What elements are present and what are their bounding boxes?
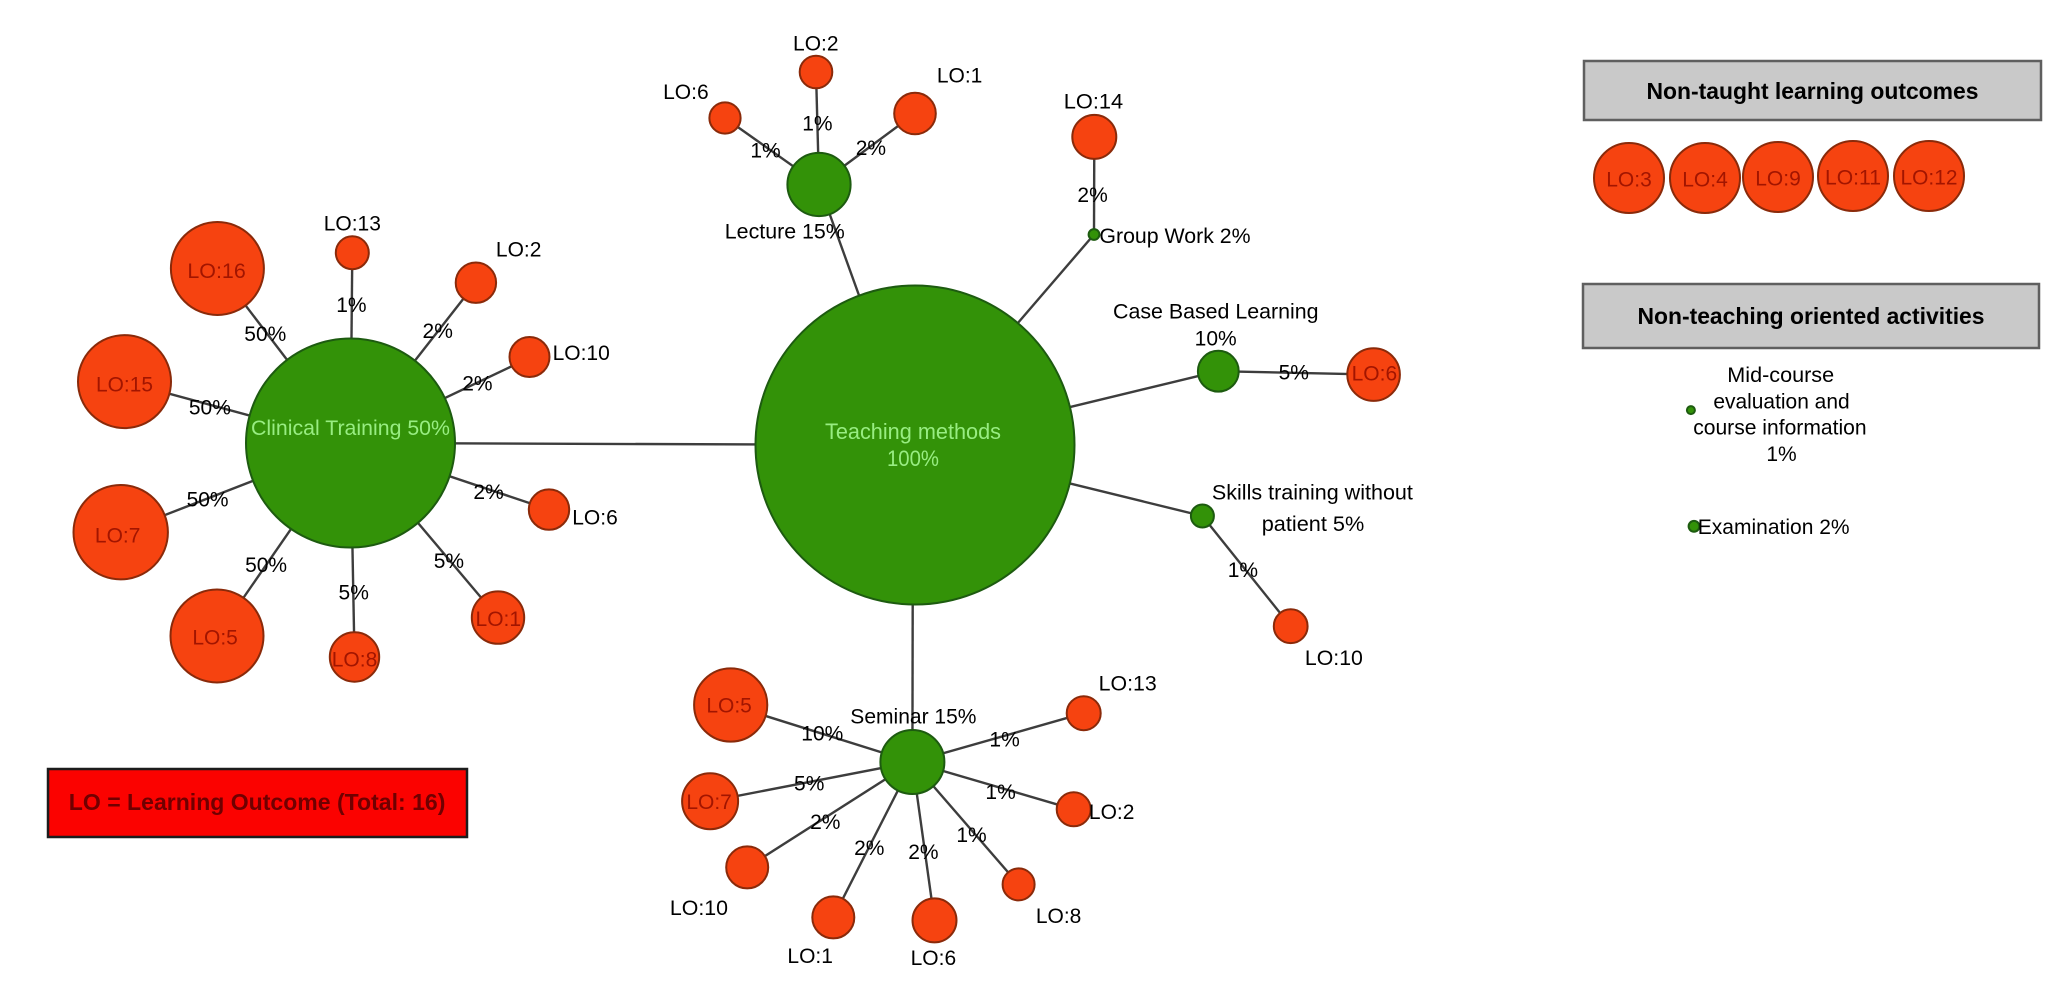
svg-text:LO:12: LO:12 (1901, 167, 1958, 190)
svg-text:LO:14: LO:14 (1064, 91, 1124, 114)
svg-text:50%: 50% (189, 397, 231, 420)
svg-text:LO:5: LO:5 (192, 627, 238, 650)
svg-text:50%: 50% (245, 554, 287, 577)
svg-text:1%: 1% (750, 139, 780, 162)
svg-text:2%: 2% (423, 320, 453, 343)
svg-text:LO:16: LO:16 (187, 260, 245, 283)
svg-text:Examination 2%: Examination 2% (1698, 516, 1850, 539)
svg-text:1%: 1% (802, 113, 832, 136)
svg-text:LO:8: LO:8 (1036, 905, 1082, 928)
svg-text:Teaching methods: Teaching methods (825, 419, 1001, 444)
svg-text:5%: 5% (794, 773, 824, 796)
svg-text:50%: 50% (187, 489, 229, 512)
svg-text:LO:1: LO:1 (937, 64, 983, 87)
svg-text:50%: 50% (244, 323, 286, 346)
svg-text:5%: 5% (434, 550, 464, 573)
svg-text:2%: 2% (908, 841, 938, 864)
svg-text:LO:10: LO:10 (553, 342, 610, 365)
svg-text:LO:7: LO:7 (95, 525, 141, 548)
svg-text:LO:7: LO:7 (686, 791, 732, 814)
svg-text:2%: 2% (810, 811, 840, 834)
svg-text:1%: 1% (985, 781, 1015, 804)
svg-text:5%: 5% (1279, 362, 1309, 385)
svg-text:10%: 10% (801, 723, 843, 746)
svg-text:Mid-course: Mid-course (1727, 364, 1834, 387)
svg-text:course information: course information (1693, 417, 1866, 440)
svg-text:1%: 1% (1766, 443, 1796, 466)
svg-text:LO:2: LO:2 (793, 32, 839, 55)
svg-text:LO:4: LO:4 (1682, 169, 1728, 192)
svg-text:evaluation and: evaluation and (1713, 390, 1849, 413)
svg-text:1%: 1% (989, 729, 1019, 752)
svg-text:LO:13: LO:13 (1099, 673, 1157, 696)
svg-text:LO:1: LO:1 (787, 945, 833, 968)
svg-text:2%: 2% (856, 137, 886, 160)
svg-text:10%: 10% (1195, 328, 1237, 351)
svg-text:LO:1: LO:1 (476, 608, 522, 631)
svg-text:100%: 100% (887, 446, 939, 471)
svg-text:LO:6: LO:6 (1352, 362, 1398, 385)
svg-text:LO:10: LO:10 (1305, 647, 1363, 670)
svg-text:Case Based Learning: Case Based Learning (1113, 300, 1319, 323)
svg-text:1%: 1% (336, 294, 366, 317)
svg-text:LO:9: LO:9 (1755, 168, 1801, 191)
svg-text:LO:10: LO:10 (670, 897, 728, 920)
svg-text:1%: 1% (956, 824, 986, 847)
svg-text:LO:13: LO:13 (324, 212, 381, 235)
svg-text:LO:5: LO:5 (706, 695, 752, 718)
svg-text:LO:6: LO:6 (911, 947, 957, 970)
svg-text:Group Work 2%: Group Work 2% (1099, 225, 1250, 248)
svg-text:patient 5%: patient 5% (1262, 513, 1365, 536)
svg-text:5%: 5% (339, 582, 369, 605)
svg-text:Seminar 15%: Seminar 15% (850, 706, 976, 729)
svg-text:Non-taught learning outcomes: Non-taught learning outcomes (1647, 78, 1979, 104)
svg-text:LO:15: LO:15 (96, 373, 153, 396)
svg-text:LO:2: LO:2 (496, 239, 542, 262)
svg-text:LO:3: LO:3 (1606, 169, 1652, 192)
svg-text:Clinical Training 50%: Clinical Training 50% (251, 417, 450, 440)
svg-text:2%: 2% (473, 481, 503, 504)
svg-text:LO:6: LO:6 (572, 507, 618, 530)
svg-text:LO:11: LO:11 (1825, 167, 1881, 190)
svg-text:2%: 2% (462, 373, 492, 396)
svg-text:1%: 1% (1228, 559, 1258, 582)
svg-text:LO:8: LO:8 (332, 648, 378, 671)
svg-text:LO = Learning Outcome (Total:: LO = Learning Outcome (Total: 16) (69, 789, 446, 815)
svg-text:Lecture 15%: Lecture 15% (725, 221, 845, 244)
svg-text:LO:2: LO:2 (1089, 801, 1135, 824)
svg-text:2%: 2% (1077, 184, 1107, 207)
svg-text:LO:6: LO:6 (663, 81, 709, 104)
svg-text:2%: 2% (854, 837, 884, 860)
svg-text:Non-teaching oriented activiti: Non-teaching oriented activities (1638, 303, 1985, 329)
svg-text:Skills training without: Skills training without (1212, 482, 1413, 505)
